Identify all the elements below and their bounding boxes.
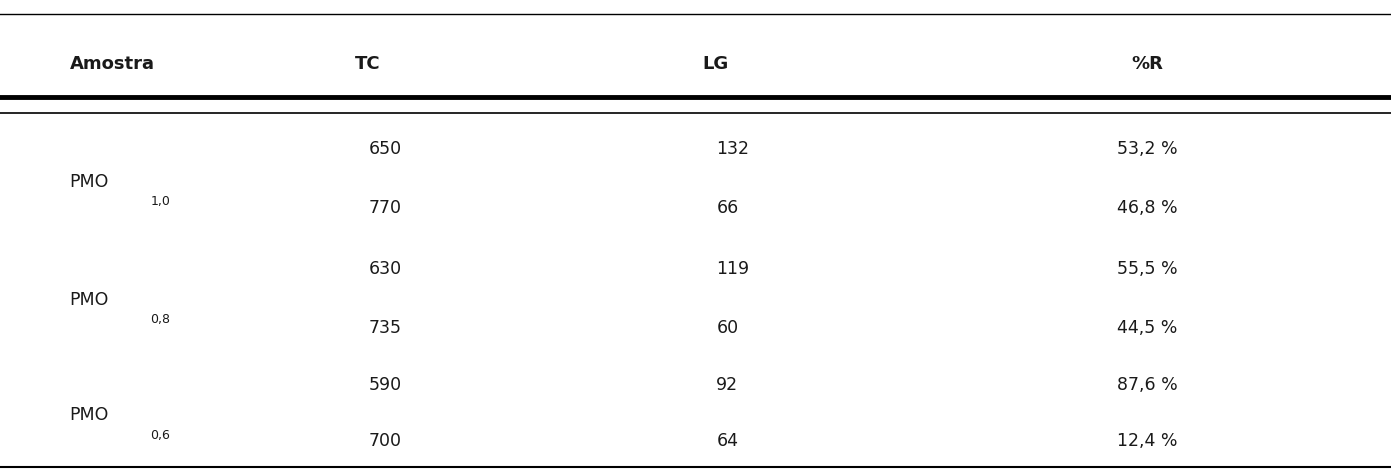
Text: 44,5 %: 44,5 % (1117, 319, 1178, 337)
Text: 12,4 %: 12,4 % (1117, 432, 1178, 450)
Text: 87,6 %: 87,6 % (1117, 376, 1178, 394)
Text: 46,8 %: 46,8 % (1117, 199, 1178, 217)
Text: 0,6: 0,6 (150, 429, 170, 442)
Text: PMO: PMO (70, 406, 108, 424)
Text: PMO: PMO (70, 173, 108, 191)
Text: 66: 66 (716, 199, 739, 217)
Text: 700: 700 (369, 432, 402, 450)
Text: 590: 590 (369, 376, 402, 394)
Text: 0,8: 0,8 (150, 313, 170, 326)
Text: %R: %R (1132, 55, 1163, 73)
Text: 64: 64 (716, 432, 739, 450)
Text: 92: 92 (716, 376, 739, 394)
Text: Amostra: Amostra (70, 55, 154, 73)
Text: LG: LG (702, 55, 729, 73)
Text: 55,5 %: 55,5 % (1117, 260, 1178, 278)
Text: 735: 735 (369, 319, 402, 337)
Text: PMO: PMO (70, 291, 108, 309)
Text: 770: 770 (369, 199, 402, 217)
Text: 132: 132 (716, 140, 750, 158)
Text: 119: 119 (716, 260, 750, 278)
Text: TC: TC (355, 55, 380, 73)
Text: 650: 650 (369, 140, 402, 158)
Text: 60: 60 (716, 319, 739, 337)
Text: 1,0: 1,0 (150, 195, 170, 208)
Text: 53,2 %: 53,2 % (1117, 140, 1178, 158)
Text: 630: 630 (369, 260, 402, 278)
